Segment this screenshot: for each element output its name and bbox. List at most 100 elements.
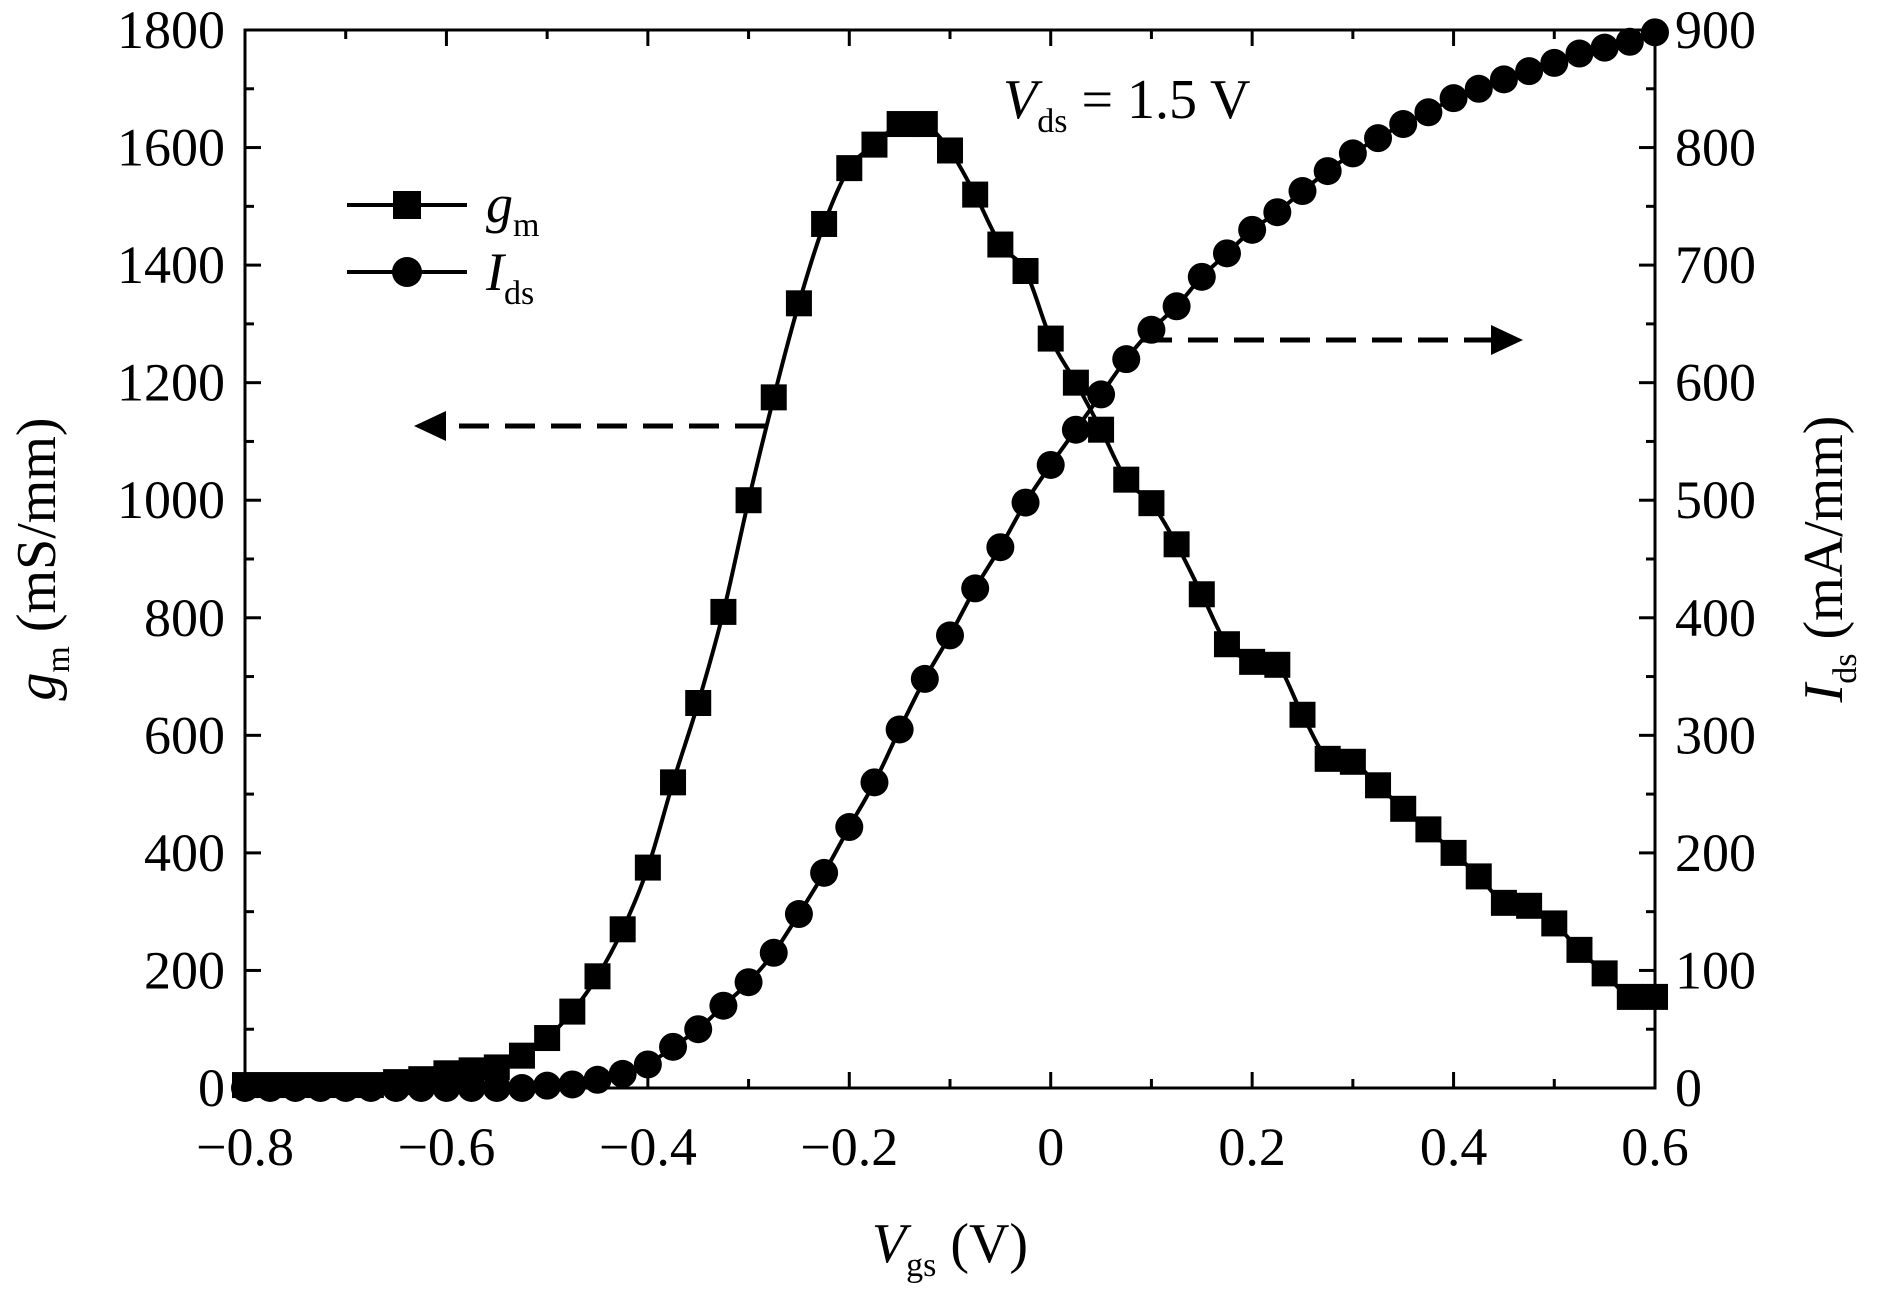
gm-point (1163, 531, 1190, 558)
gm-point (634, 854, 661, 881)
ids-point (1615, 27, 1644, 56)
gm-point (1591, 960, 1618, 987)
gm-point (1037, 325, 1064, 352)
ids-point (1263, 198, 1292, 227)
gm-point (609, 916, 636, 943)
ids-point (608, 1059, 637, 1088)
gm-point (559, 998, 586, 1025)
gm-point (836, 155, 863, 182)
gm-point (735, 487, 762, 514)
ids-point (961, 574, 990, 603)
gm-point (1616, 983, 1643, 1010)
tick-labels: −0.8 −0.6 −0.4 −0.2 0 0.2 0.4 0.602004006008001… (117, 0, 1756, 1177)
ids-point (1087, 380, 1116, 409)
x-tick-label: 0 (1037, 1117, 1064, 1177)
gm-point (811, 210, 838, 237)
ids-point (1540, 48, 1569, 77)
ids-point (1187, 262, 1216, 291)
gm-point (1239, 648, 1266, 675)
y-right-tick-label: 100 (1675, 940, 1756, 1000)
vds-annotation: Vds = 1.5 V (1003, 69, 1250, 140)
ids-point (1212, 239, 1241, 268)
y-right-axis-label: Ids (mA/mm) (1793, 416, 1864, 704)
gm-point (1541, 910, 1568, 937)
ids-point (1011, 488, 1040, 517)
x-tick-label: −0.6 (397, 1117, 495, 1177)
x-tick-label: −0.8 (196, 1117, 294, 1177)
gm-point (962, 181, 989, 208)
x-tick-label: −0.4 (599, 1117, 697, 1177)
gm-point (1365, 772, 1392, 799)
y-left-tick-label: 1200 (117, 353, 225, 413)
ids-point (1162, 292, 1191, 321)
y-left-tick-label: 1800 (117, 0, 225, 60)
gm-point (1415, 816, 1442, 843)
gm-point (886, 111, 913, 138)
legend-label-ids: Ids (485, 242, 534, 312)
y-left-tick-label: 600 (144, 705, 225, 765)
ids-point (1238, 215, 1267, 244)
y-left-tick-label: 1000 (117, 470, 225, 530)
ids-point (835, 813, 864, 842)
y-left-tick-label: 200 (144, 940, 225, 1000)
y-right-tick-label: 500 (1675, 470, 1756, 530)
ids-point (986, 533, 1015, 562)
ids-point (936, 621, 964, 650)
x-tick-label: 0.6 (1621, 1117, 1689, 1177)
y-left-tick-label: 1400 (117, 235, 225, 295)
ids-point (583, 1065, 612, 1094)
left-axis-arrow (414, 411, 765, 441)
x-tick-label: 0.4 (1420, 1117, 1488, 1177)
gm-point (937, 137, 963, 164)
gm-point (1390, 795, 1417, 822)
ids-point (1061, 415, 1090, 444)
y-right-tick-label: 800 (1675, 118, 1756, 178)
legend: gm Ids (347, 174, 539, 312)
right-axis-arrow (1142, 325, 1523, 355)
x-tick-label: 0.2 (1218, 1117, 1286, 1177)
ids-point (558, 1070, 587, 1099)
ids-point (1439, 84, 1468, 113)
ids-point (1338, 139, 1367, 168)
ids-point (1389, 110, 1418, 139)
legend-item-ids: Ids (347, 242, 534, 312)
gm-point (1088, 416, 1115, 443)
ids-point (684, 1015, 713, 1044)
ids-point (910, 664, 939, 693)
ids-point (1565, 39, 1594, 68)
gm-point (1113, 466, 1140, 493)
x-axis-label: Vgs (V) (872, 1213, 1028, 1284)
ids-point (1036, 450, 1065, 479)
gm-point (1566, 936, 1593, 963)
gm-point (508, 1042, 535, 1069)
y-right-tick-label: 600 (1675, 353, 1756, 413)
ids-point (1414, 98, 1443, 127)
gm-point (1213, 631, 1240, 658)
gm-point (1440, 839, 1467, 866)
y-right-tick-label: 700 (1675, 235, 1756, 295)
ids-point (633, 1050, 662, 1079)
legend-circle-marker (392, 257, 422, 287)
ids-point (1364, 124, 1393, 153)
gm-point (785, 290, 812, 317)
y-right-tick-label: 200 (1675, 823, 1756, 883)
y-right-tick-label: 400 (1675, 588, 1756, 648)
x-tick-label: −0.2 (800, 1117, 898, 1177)
y-right-tick-label: 900 (1675, 0, 1756, 60)
gm-point (584, 963, 611, 990)
gm-point (987, 231, 1014, 258)
gm-point (1339, 748, 1366, 775)
gm-point (534, 1025, 561, 1052)
ids-point (659, 1032, 688, 1061)
gm-point (1314, 745, 1341, 772)
y-left-tick-label: 0 (198, 1058, 225, 1118)
gm-point (1188, 581, 1215, 608)
ids-point (709, 991, 738, 1020)
gm-point (1289, 701, 1316, 728)
y-right-tick-label: 0 (1675, 1058, 1702, 1118)
gm-point (685, 690, 712, 717)
y-left-tick-label: 400 (144, 823, 225, 883)
ids-point (1489, 65, 1518, 94)
ids-point (1288, 177, 1317, 206)
gm-point (911, 111, 938, 138)
